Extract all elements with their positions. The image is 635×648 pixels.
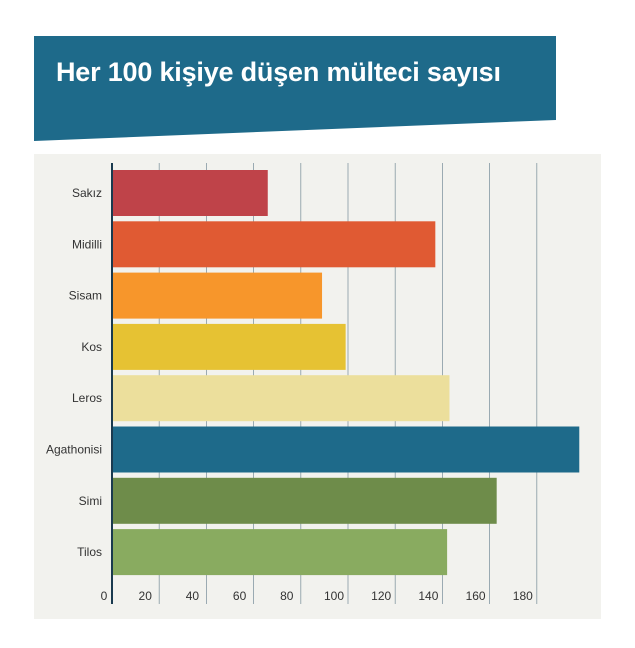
x-tick-label: 80 — [280, 589, 294, 603]
x-tick-label: 180 — [513, 589, 533, 603]
bar-4 — [112, 375, 450, 422]
bar-6 — [112, 477, 497, 524]
x-tick-label: 160 — [466, 589, 486, 603]
x-tick-label: 60 — [233, 589, 247, 603]
category-label: Sisam — [69, 289, 102, 303]
category-label: Simi — [79, 494, 102, 508]
x-tick-label: 40 — [186, 589, 200, 603]
bar-7 — [112, 529, 448, 576]
bar-5 — [112, 426, 580, 473]
bar-1 — [112, 221, 436, 268]
category-label: Kos — [81, 340, 102, 354]
x-tick-label: 0 — [101, 589, 108, 603]
chart-panel: Sakız Midilli Sisam Kos Leros Agathonisi Simi T… — [34, 154, 601, 619]
bar-0 — [112, 170, 268, 216]
category-label: Agathonisi — [46, 443, 102, 457]
bar-3 — [112, 323, 346, 370]
bar-chart: Sakız Midilli Sisam Kos Leros Agathonisi Simi T… — [46, 163, 580, 604]
chart-title: Her 100 kişiye düşen mülteci sayısı — [56, 57, 501, 87]
category-label: Sakız — [72, 186, 102, 200]
x-tick-label: 20 — [139, 589, 153, 603]
category-label: Tilos — [77, 545, 102, 559]
x-tick-label: 120 — [371, 589, 391, 603]
x-tick-label: 100 — [324, 589, 344, 603]
x-tick-label: 140 — [418, 589, 438, 603]
bars — [112, 170, 580, 576]
category-label: Midilli — [72, 237, 102, 251]
bar-2 — [112, 272, 323, 319]
labels: Sakız Midilli Sisam Kos Leros Agathonisi Simi T… — [46, 186, 533, 603]
title-banner — [34, 36, 556, 141]
category-label: Leros — [72, 391, 102, 405]
